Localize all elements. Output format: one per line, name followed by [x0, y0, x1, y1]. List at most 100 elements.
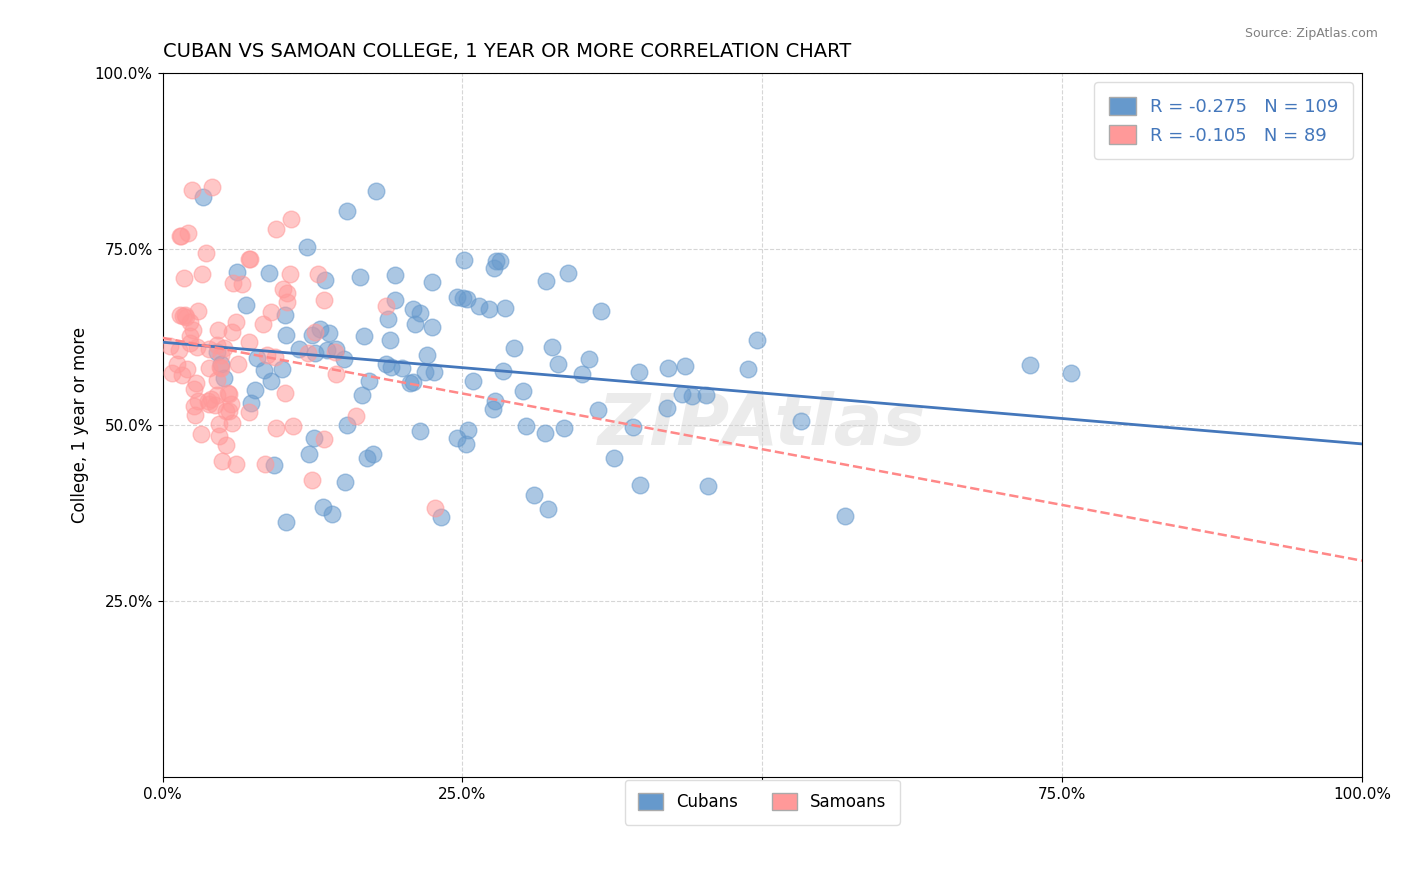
Point [321, 508, 343, 522]
Point [198, 342, 221, 356]
Point [211, 454, 233, 468]
Point [534, 425, 557, 440]
Point [628, 365, 651, 379]
Point [553, 421, 575, 435]
Y-axis label: College, 1 year or more: College, 1 year or more [72, 327, 89, 524]
Point [336, 417, 359, 432]
Point [453, 252, 475, 267]
Point [169, 228, 191, 243]
Point [256, 348, 278, 362]
Point [314, 273, 336, 287]
Point [197, 361, 219, 376]
Point [335, 475, 357, 490]
Point [478, 302, 501, 317]
Point [274, 385, 297, 400]
Point [1060, 366, 1083, 380]
Point [273, 282, 295, 296]
Point [253, 362, 276, 376]
Point [246, 351, 269, 365]
Point [159, 339, 181, 353]
Point [657, 361, 679, 376]
Point [190, 267, 212, 281]
Point [671, 386, 693, 401]
Point [170, 228, 193, 243]
Point [204, 398, 226, 412]
Point [409, 424, 432, 438]
Point [446, 431, 468, 445]
Point [238, 405, 260, 419]
Point [179, 315, 201, 329]
Point [176, 362, 198, 376]
Point [391, 361, 413, 376]
Point [225, 265, 247, 279]
Point [276, 515, 298, 529]
Point [264, 421, 287, 435]
Point [422, 365, 444, 379]
Point [198, 397, 221, 411]
Point [446, 290, 468, 304]
Point [302, 431, 325, 445]
Point [402, 375, 425, 389]
Point [281, 418, 304, 433]
Point [276, 295, 298, 310]
Point [695, 388, 717, 402]
Point [179, 335, 201, 350]
Point [482, 260, 505, 275]
Point [209, 357, 232, 371]
Point [183, 400, 205, 414]
Point [221, 325, 243, 339]
Point [312, 500, 335, 515]
Point [586, 403, 609, 417]
Point [298, 447, 321, 461]
Point [451, 291, 474, 305]
Point [176, 310, 198, 324]
Point [589, 304, 612, 318]
Point [240, 396, 263, 410]
Point [183, 382, 205, 396]
Point [1019, 359, 1042, 373]
Point [312, 432, 335, 446]
Point [191, 190, 214, 204]
Point [349, 270, 371, 285]
Point [484, 394, 506, 409]
Point [522, 488, 544, 502]
Point [214, 370, 236, 384]
Point [304, 325, 326, 339]
Point [489, 254, 512, 268]
Point [420, 275, 443, 289]
Point [503, 341, 526, 355]
Point [181, 323, 204, 337]
Point [540, 340, 562, 354]
Point [336, 204, 359, 219]
Point [515, 419, 537, 434]
Point [547, 357, 569, 371]
Point [457, 423, 479, 437]
Point [494, 301, 516, 316]
Point [745, 333, 768, 347]
Point [315, 343, 337, 358]
Point [430, 510, 453, 524]
Point [301, 473, 323, 487]
Point [404, 317, 426, 331]
Point [834, 508, 856, 523]
Point [356, 450, 378, 465]
Point [375, 300, 398, 314]
Point [205, 373, 228, 387]
Point [166, 357, 188, 371]
Point [344, 409, 367, 424]
Point [628, 478, 651, 492]
Point [456, 292, 478, 306]
Point [184, 408, 207, 422]
Point [332, 351, 354, 366]
Point [235, 298, 257, 312]
Point [264, 222, 287, 236]
Point [357, 375, 380, 389]
Point [280, 212, 302, 227]
Point [179, 329, 201, 343]
Point [274, 328, 297, 343]
Point [186, 340, 208, 354]
Point [384, 293, 406, 307]
Point [167, 343, 190, 358]
Point [209, 348, 232, 362]
Point [197, 394, 219, 409]
